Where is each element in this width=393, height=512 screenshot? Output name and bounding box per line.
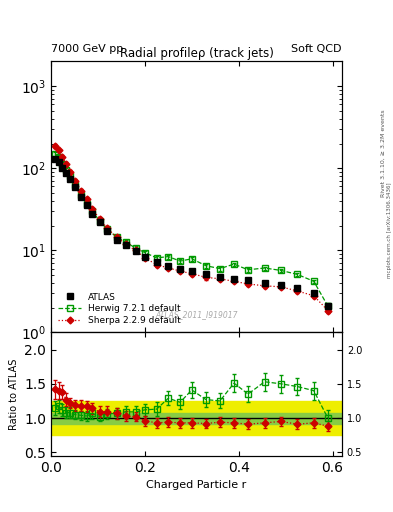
Text: ATLAS_2011_I919017: ATLAS_2011_I919017 <box>155 310 238 319</box>
Legend: ATLAS, Herwig 7.2.1 default, Sherpa 2.2.9 default: ATLAS, Herwig 7.2.1 default, Sherpa 2.2.… <box>55 290 184 328</box>
Text: mcplots.cern.ch [arXiv:1306.3436]: mcplots.cern.ch [arXiv:1306.3436] <box>387 183 391 278</box>
Title: Radial profileρ (track jets): Radial profileρ (track jets) <box>119 47 274 60</box>
X-axis label: Charged Particle r: Charged Particle r <box>146 480 247 490</box>
Text: Soft QCD: Soft QCD <box>292 44 342 54</box>
Y-axis label: Ratio to ATLAS: Ratio to ATLAS <box>9 358 19 430</box>
Text: Rivet 3.1.10, ≥ 3.2M events: Rivet 3.1.10, ≥ 3.2M events <box>381 110 386 198</box>
Text: 7000 GeV pp: 7000 GeV pp <box>51 44 123 54</box>
